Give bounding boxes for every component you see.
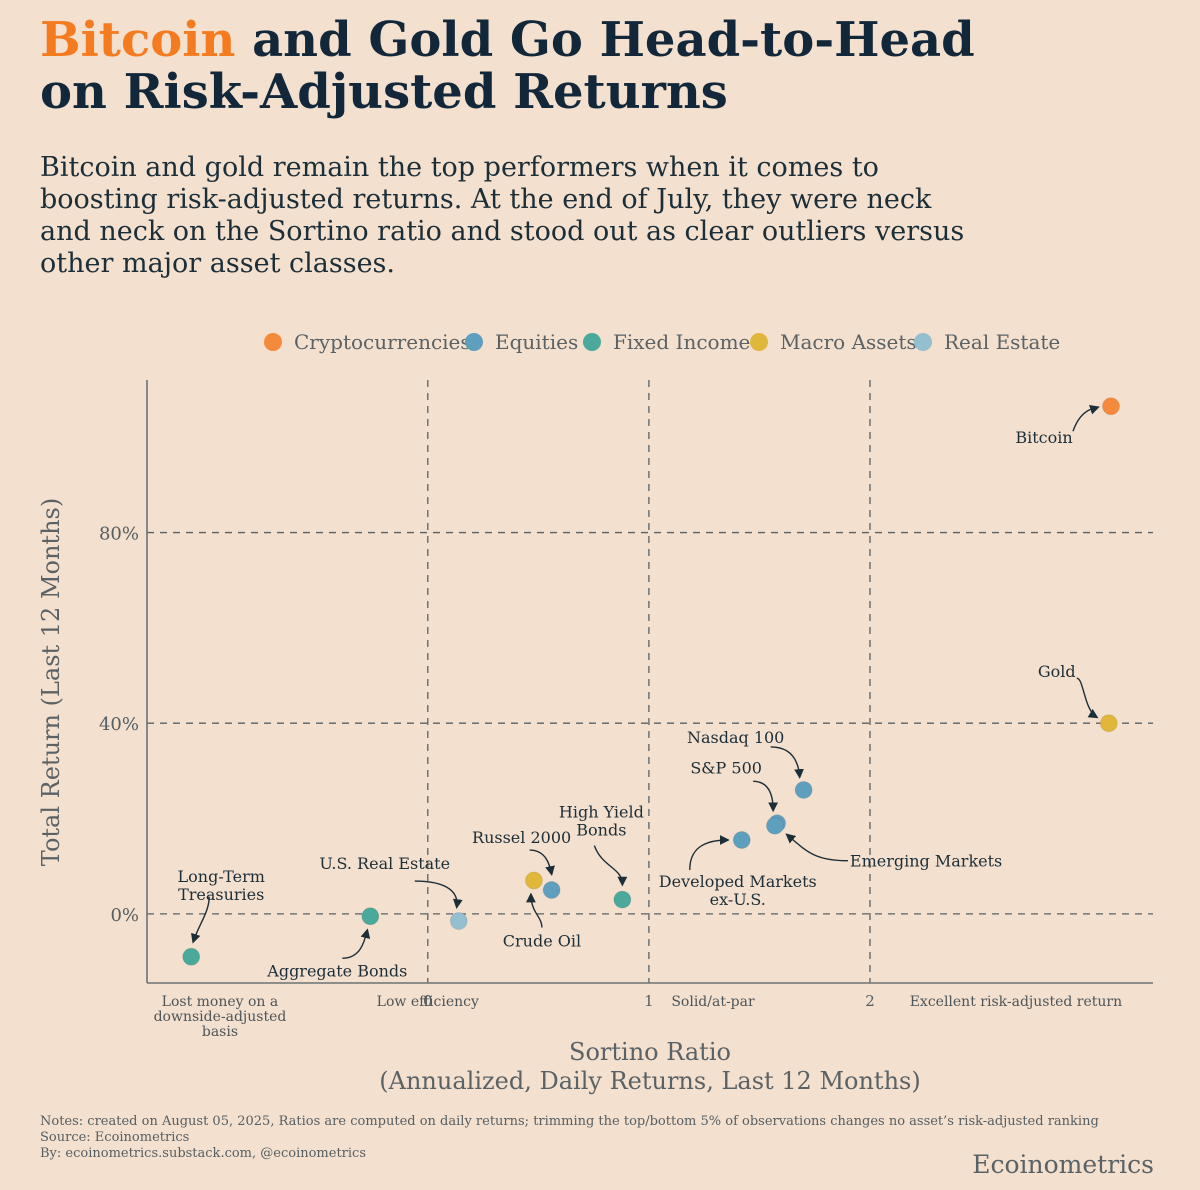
point-label-line: Treasuries xyxy=(178,885,264,904)
annotation-arrow-1 xyxy=(1076,677,1099,719)
point-label-line: U.S. Real Estate xyxy=(319,854,450,873)
annotation-arrow-3 xyxy=(753,780,779,813)
x-tick-label-2: 2 xyxy=(865,992,875,1010)
point-label-line: Long-Term xyxy=(178,867,265,886)
x-category-line: Lost money on a xyxy=(162,994,279,1010)
chart-subtitle: Bitcoin and gold remain the top performe… xyxy=(40,152,965,279)
point-label-line: Developed Markets xyxy=(659,872,817,891)
point-label-line: Bitcoin xyxy=(1015,428,1072,447)
data-point-7 xyxy=(542,881,561,900)
x-category-label-0: Lost money on a downside-adjusted basis xyxy=(154,994,287,1040)
point-label-3: S&P 500 xyxy=(690,758,762,777)
point-label-4: Emerging Markets xyxy=(850,852,1002,871)
legend-label-1: Equities xyxy=(495,330,578,354)
x-axis-title: Sortino Ratio xyxy=(569,1038,731,1066)
x-category-line: Low efficiency xyxy=(377,994,479,1010)
legend-label-3: Macro Assets xyxy=(780,330,917,354)
data-point-5 xyxy=(732,830,751,849)
point-label-line: S&P 500 xyxy=(690,758,762,777)
point-label-8: Crude Oil xyxy=(503,932,581,951)
title-rest: and Gold Go Head-to-Head on Risk-Adjuste… xyxy=(40,12,975,120)
data-point-1 xyxy=(1099,714,1118,733)
x-category-label-2: Solid/at-par xyxy=(671,994,755,1010)
legend: Cryptocurrencies Equities Fixed Income Macr… xyxy=(264,330,1060,354)
legend-marker-1 xyxy=(465,333,483,351)
annotation-arrow-0 xyxy=(1072,405,1100,432)
annotation-arrow-9 xyxy=(414,880,463,909)
brand-logo-text: Ecoinometrics xyxy=(972,1150,1154,1179)
point-label-line: Crude Oil xyxy=(503,932,581,951)
x-tick-label-1: 1 xyxy=(644,992,654,1010)
x-category-label-1: Low efficiency xyxy=(377,994,479,1010)
annotation-arrow-4 xyxy=(785,833,848,862)
x-category-label-3: Excellent risk-adjusted return xyxy=(910,994,1122,1010)
y-tick-label-0: 0% xyxy=(110,905,139,926)
annotation-arrow-7 xyxy=(529,849,555,876)
annotation-arrow-5 xyxy=(689,835,730,870)
data-point-4 xyxy=(765,816,784,835)
x-category-line: downside-adjusted xyxy=(154,1009,287,1025)
legend-label-0: Cryptocurrencies xyxy=(294,330,471,354)
point-label-line: Gold xyxy=(1038,662,1076,681)
source-text: Source: Ecoinometrics xyxy=(40,1130,190,1145)
point-label-line: Russel 2000 xyxy=(472,828,571,847)
point-label-1: Gold xyxy=(1038,662,1076,681)
chart-title: Bitcoin and Gold Go Head-to-Head on Risk… xyxy=(40,14,1040,118)
point-label-5: Developed Markets ex-U.S. xyxy=(659,872,817,909)
legend-label-4: Real Estate xyxy=(944,330,1060,354)
x-tick-label-0: 0 xyxy=(423,992,433,1010)
data-point-10 xyxy=(361,907,380,926)
axes xyxy=(146,380,1153,984)
x-category-labels: Lost money on a downside-adjusted basis Low… xyxy=(154,994,1123,1040)
data-point-2 xyxy=(794,780,813,799)
point-label-2: Nasdaq 100 xyxy=(687,728,784,747)
legend-marker-4 xyxy=(914,333,932,351)
legend-marker-0 xyxy=(264,333,282,351)
annotation-arrow-11 xyxy=(191,896,210,944)
annotation-arrow-10 xyxy=(342,928,371,959)
data-point-8 xyxy=(524,871,543,890)
annotation-arrows xyxy=(191,405,1100,959)
byline-text: By: ecoinometrics.substack.com, @ecoinom… xyxy=(40,1146,366,1161)
x-category-line: Solid/at-par xyxy=(671,994,755,1010)
x-axis-subtitle: (Annualized, Daily Returns, Last 12 Mont… xyxy=(379,1067,920,1095)
x-category-line: basis xyxy=(202,1024,238,1040)
point-labels: Bitcoin Gold Nasdaq 100 S&P 500 Emerging Mar… xyxy=(178,428,1076,980)
axis-titles: Sortino Ratio(Annualized, Daily Returns,… xyxy=(37,498,921,1095)
data-point-11 xyxy=(182,947,201,966)
data-point-0 xyxy=(1101,397,1120,416)
point-label-line: ex-U.S. xyxy=(710,890,766,909)
point-label-line: Emerging Markets xyxy=(850,852,1002,871)
point-label-line: High Yield xyxy=(559,803,644,822)
point-label-9: U.S. Real Estate xyxy=(319,854,450,873)
point-label-11: Long-Term Treasuries xyxy=(178,867,265,904)
data-points xyxy=(182,397,1120,966)
annotation-arrow-8 xyxy=(526,892,543,928)
point-label-0: Bitcoin xyxy=(1015,428,1072,447)
legend-marker-2 xyxy=(583,333,601,351)
notes-text: Notes: created on August 05, 2025, Ratio… xyxy=(40,1114,1099,1129)
annotation-arrow-6 xyxy=(593,845,628,887)
point-label-line: Nasdaq 100 xyxy=(687,728,784,747)
grid xyxy=(147,380,1153,983)
scatter-chart: Cryptocurrencies Equities Fixed Income Macr… xyxy=(37,330,1153,1095)
y-axis-title: Total Return (Last 12 Months) xyxy=(37,498,65,866)
point-label-line: Aggregate Bonds xyxy=(266,961,407,980)
legend-marker-3 xyxy=(750,333,768,351)
title-accent: Bitcoin xyxy=(40,12,236,68)
legend-label-2: Fixed Income xyxy=(613,330,750,354)
x-category-line: Excellent risk-adjusted return xyxy=(910,994,1122,1010)
footer-notes: Notes: created on August 05, 2025, Ratio… xyxy=(40,1114,1140,1162)
tick-labels: 0% 40% 80% 0 1 2 xyxy=(99,524,875,1010)
point-label-7: Russel 2000 xyxy=(472,828,571,847)
point-label-line: Bonds xyxy=(576,821,626,840)
y-tick-label-2: 80% xyxy=(99,524,139,545)
data-point-9 xyxy=(449,912,468,931)
y-tick-label-1: 40% xyxy=(99,714,139,735)
point-label-6: High Yield Bonds xyxy=(559,803,644,840)
point-label-10: Aggregate Bonds xyxy=(266,961,407,980)
data-point-6 xyxy=(613,890,632,909)
annotation-arrow-2 xyxy=(770,746,804,779)
